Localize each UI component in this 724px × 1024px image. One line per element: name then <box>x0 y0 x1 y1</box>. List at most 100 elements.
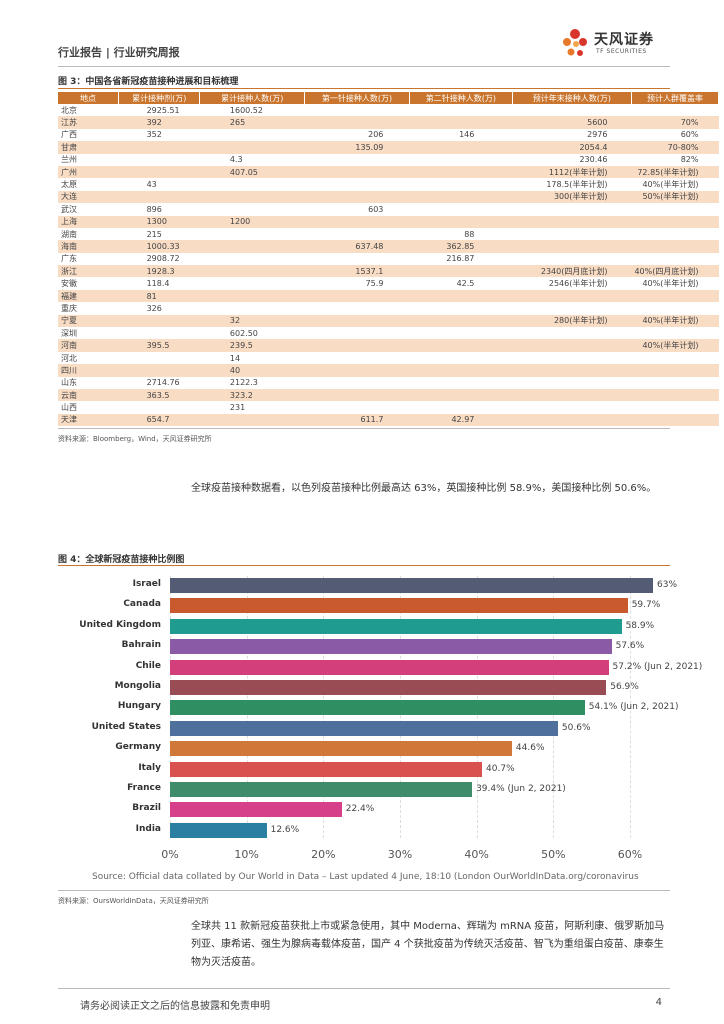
page-header: 行业报告 | 行业研究周报 天风证券 TF SECURITIES <box>58 29 670 68</box>
bar-canada <box>170 598 628 614</box>
table-cell <box>199 203 305 216</box>
table-cell <box>304 339 410 352</box>
table-cell <box>512 227 632 241</box>
table-cell <box>631 376 719 389</box>
table-cell <box>304 252 410 266</box>
bar-value-label: 58.9% <box>625 620 655 631</box>
table-cell <box>409 302 513 315</box>
table-cell: 265 <box>199 116 305 129</box>
table-cell: 42.97 <box>409 413 513 427</box>
table-cell <box>304 116 410 129</box>
table-cell <box>631 413 719 427</box>
table-row: 浙江 1928.3 1537.1 2340(四月底计划) 40%(四月底计划) <box>58 265 719 278</box>
paragraph-global-data: 全球疫苗接种数据看，以色列疫苗接种比例最高达 63%，英国接种比例 58.9%，… <box>191 483 657 494</box>
chart-gridline <box>630 576 631 838</box>
fig4-title: 图 4：全球新冠疫苗接种比例图 <box>58 555 185 565</box>
table-cell <box>512 364 632 377</box>
table-cell: 392 <box>118 116 200 129</box>
table-cell: 2122.3 <box>199 376 305 389</box>
table-cell <box>631 364 719 377</box>
x-axis-tick-label: 10% <box>234 848 259 861</box>
table-cell-location: 武汉 <box>58 203 119 216</box>
paragraph-vaccine-list: 全球共 11 款新冠疫苗获批上市或紧急使用，其中 Moderna、辉瑞为 mRN… <box>191 921 665 968</box>
table-cell <box>409 401 513 414</box>
table-row: 甘肃 135.09 2054.4 70-80% <box>58 141 719 154</box>
table-cell <box>512 376 632 389</box>
table-cell <box>512 401 632 414</box>
table-cell <box>118 401 200 414</box>
table-cell: 637.48 <box>304 240 410 253</box>
table-cell: 300(半年计划) <box>512 190 632 204</box>
bar-value-label: 54.1% (Jun 2, 2021) <box>588 702 679 713</box>
table-cell: 50%(半年计划) <box>631 190 719 204</box>
table-cell: 326 <box>118 302 200 315</box>
table-cell: 323.2 <box>199 388 305 402</box>
table-cell: 40%(四月底计划) <box>631 265 719 278</box>
table-cell-location: 宁夏 <box>58 314 119 328</box>
table-cell <box>631 327 719 340</box>
table-cell: 118.4 <box>118 277 200 290</box>
table-cell: 395.5 <box>118 339 200 352</box>
category-label: United States <box>91 721 161 732</box>
bar-value-label: 57.6% <box>615 641 645 652</box>
table-row: 山东 2714.76 2122.3 <box>58 376 719 389</box>
table-cell: 215 <box>118 227 200 241</box>
bar-israel <box>170 578 653 593</box>
table-cell <box>304 376 410 389</box>
table-cell-location: 广西 <box>58 128 119 142</box>
table-cell <box>304 364 410 377</box>
table-cell <box>631 401 719 414</box>
table-row: 河北 14 <box>58 351 719 365</box>
fig3-source: 资料来源：Bloomberg，Wind，天风证券研究所 <box>58 435 212 443</box>
category-label: Israel <box>132 579 161 589</box>
table-row: 广东 2908.72 216.87 <box>58 252 719 266</box>
bar-value-label: 63% <box>657 580 678 590</box>
table-row: 重庆 326 <box>58 302 719 315</box>
table-cell: 216.87 <box>409 252 513 266</box>
table-cell-location: 江苏 <box>58 116 119 129</box>
table-cell <box>512 240 632 253</box>
table-row: 江苏 392 265 5600 70% <box>58 116 719 129</box>
table-cell <box>304 178 410 191</box>
table-cell <box>409 351 513 365</box>
table-cell <box>199 190 305 204</box>
bar-india <box>170 822 267 838</box>
table-cell <box>409 116 513 129</box>
x-axis-tick-label: 0% <box>161 848 179 861</box>
table-cell: 1112(半年计划) <box>512 165 632 179</box>
table-cell: 1600.52 <box>199 104 305 117</box>
fig4-bottom-rule <box>58 890 670 891</box>
table-cell <box>512 327 632 340</box>
table-cell <box>118 351 200 365</box>
table-cell <box>304 314 410 328</box>
table-cell <box>118 364 200 377</box>
table-cell <box>409 104 513 117</box>
table-cell: 602.50 <box>199 327 305 340</box>
table-cell: 14 <box>199 351 305 365</box>
table-cell <box>304 153 410 166</box>
table-row: 海南 1000.33 637.48 362.85 <box>58 240 719 253</box>
table-cell <box>409 376 513 389</box>
bar-united-kingdom <box>170 618 622 634</box>
bar-mongolia <box>170 680 607 695</box>
table-cell: 70-80% <box>631 141 719 154</box>
table-cell: 40%(半年计划) <box>631 178 719 191</box>
table-cell: 2908.72 <box>118 252 200 266</box>
table-cell: 1928.3 <box>118 265 200 278</box>
table-cell <box>409 203 513 216</box>
table-cell <box>512 104 632 117</box>
table-cell <box>512 388 632 402</box>
table-cell: 40%(半年计划) <box>631 314 719 328</box>
table-cell <box>199 178 305 191</box>
footer-disclaimer: 请务必阅读正文之后的信息披露和免责申明 <box>80 1001 270 1012</box>
table-cell: 5600 <box>512 116 632 129</box>
x-axis-tick-label: 30% <box>387 848 413 861</box>
table-cell-location: 深圳 <box>58 327 119 340</box>
table-row: 上海 1300 1200 <box>58 215 719 228</box>
table-cell: 1200 <box>199 215 305 228</box>
fig3-title: 图 3：中国各省新冠疫苗接种进展和目标梳理 <box>58 77 239 87</box>
page-number: 4 <box>655 997 662 1008</box>
table-cell: 280(半年计划) <box>512 314 632 328</box>
table-row: 安徽 118.4 75.9 42.5 2546(半年计划) 40%(半年计划) <box>58 277 719 290</box>
table-row: 武汉 896 603 <box>58 203 719 216</box>
